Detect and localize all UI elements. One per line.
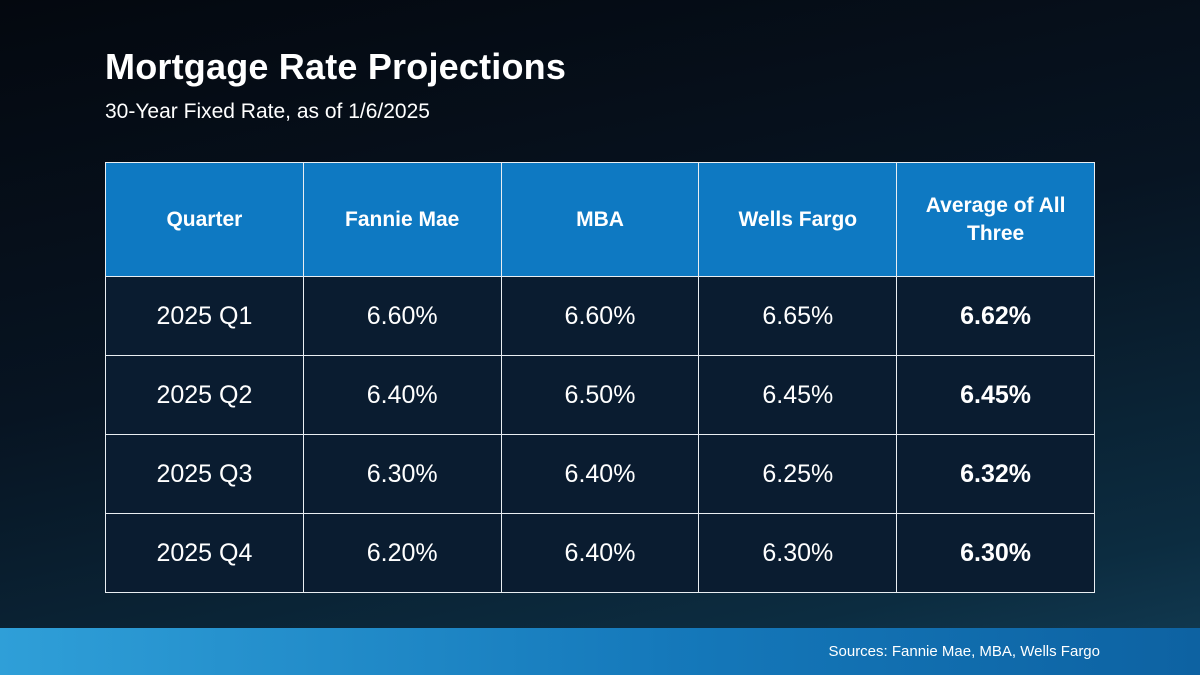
table-row: 2025 Q1 6.60% 6.60% 6.65% 6.62%	[105, 276, 1095, 357]
average-cell: 6.30%	[896, 513, 1095, 594]
header-row: Quarter Fannie Mae MBA Wells Fargo Avera…	[105, 162, 1095, 278]
rate-cell: 6.30%	[302, 434, 502, 515]
column-header-quarter: Quarter	[105, 162, 304, 278]
rate-cell: 6.65%	[698, 276, 898, 357]
mortgage-rate-table: Quarter Fannie Mae MBA Wells Fargo Avera…	[105, 162, 1095, 594]
average-cell: 6.45%	[896, 355, 1095, 436]
table-row: 2025 Q3 6.30% 6.40% 6.25% 6.32%	[105, 434, 1095, 515]
footer-bar: Sources: Fannie Mae, MBA, Wells Fargo	[0, 628, 1200, 675]
table-body: 2025 Q1 6.60% 6.60% 6.65% 6.62% 2025 Q2 …	[105, 276, 1095, 594]
quarter-cell: 2025 Q3	[105, 434, 304, 515]
rate-cell: 6.60%	[302, 276, 502, 357]
column-header-fannie-mae: Fannie Mae	[302, 162, 502, 278]
quarter-cell: 2025 Q4	[105, 513, 304, 594]
slide-content: Mortgage Rate Projections 30-Year Fixed …	[105, 0, 1095, 594]
rate-cell: 6.30%	[698, 513, 898, 594]
rate-cell: 6.40%	[302, 355, 502, 436]
column-header-average: Average of All Three	[896, 162, 1095, 278]
quarter-cell: 2025 Q2	[105, 355, 304, 436]
average-cell: 6.62%	[896, 276, 1095, 357]
table-header: Quarter Fannie Mae MBA Wells Fargo Avera…	[105, 162, 1095, 278]
table-row: 2025 Q2 6.40% 6.50% 6.45% 6.45%	[105, 355, 1095, 436]
average-cell: 6.32%	[896, 434, 1095, 515]
quarter-cell: 2025 Q1	[105, 276, 304, 357]
rate-cell: 6.20%	[302, 513, 502, 594]
rate-cell: 6.25%	[698, 434, 898, 515]
column-header-mba: MBA	[500, 162, 700, 278]
rate-cell: 6.45%	[698, 355, 898, 436]
rate-cell: 6.40%	[500, 434, 700, 515]
page-title: Mortgage Rate Projections	[105, 46, 567, 87]
rate-cell: 6.60%	[500, 276, 700, 357]
rate-cell: 6.40%	[500, 513, 700, 594]
table-row: 2025 Q4 6.20% 6.40% 6.30% 6.30%	[105, 513, 1095, 594]
sources-text: Sources: Fannie Mae, MBA, Wells Fargo	[828, 643, 1101, 660]
page-subtitle: 30-Year Fixed Rate, as of 1/6/2025	[105, 100, 430, 124]
rate-cell: 6.50%	[500, 355, 700, 436]
column-header-wells-fargo: Wells Fargo	[698, 162, 898, 278]
